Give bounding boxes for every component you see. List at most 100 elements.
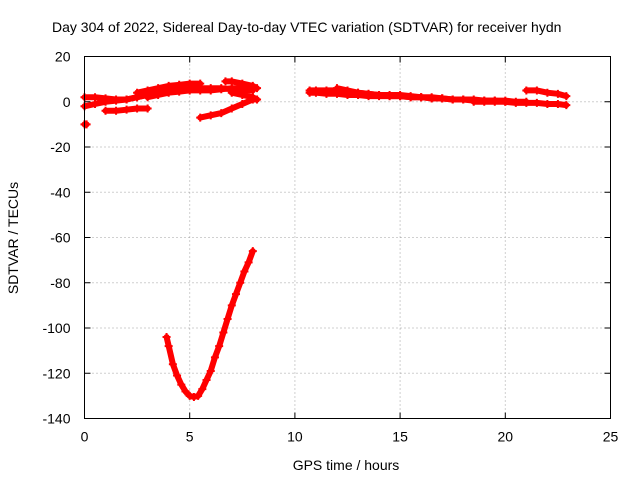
data-point [91, 100, 100, 109]
y-tick-label: -20 [50, 139, 70, 155]
data-point [343, 86, 352, 95]
data-point [196, 86, 205, 95]
data-point [219, 328, 228, 337]
y-tick-label: 0 [63, 94, 71, 110]
data-point [231, 290, 240, 299]
data-point [154, 90, 163, 99]
data-point [469, 97, 478, 106]
data-point [385, 92, 394, 101]
series-track-10 [162, 247, 257, 402]
y-tick-label: -120 [42, 365, 70, 381]
data-point [181, 387, 190, 396]
x-tick-label: 0 [81, 429, 89, 445]
data-point [206, 86, 215, 95]
series-track-13 [332, 84, 447, 103]
y-tick-label: -80 [50, 275, 70, 291]
data-point [196, 113, 205, 122]
data-point [406, 93, 415, 102]
axis-ticks [84, 56, 611, 419]
data-point [238, 90, 247, 99]
data-point [217, 109, 226, 118]
data-point [322, 86, 331, 95]
data-point [82, 120, 91, 129]
series-track-14 [469, 97, 571, 110]
data-point [168, 360, 177, 369]
y-tick-label: 20 [55, 49, 71, 65]
data-point [122, 105, 131, 114]
x-axis-title: GPS time / hours [293, 457, 400, 473]
series-track-line [470, 98, 570, 109]
data-point [543, 88, 552, 97]
data-point [162, 333, 171, 342]
data-point [91, 93, 100, 102]
data-point [217, 85, 226, 94]
series-track-15 [522, 86, 571, 101]
data-point [133, 104, 142, 113]
grid-lines [84, 56, 611, 419]
data-point [562, 101, 571, 110]
series-track-9 [80, 120, 91, 129]
data-point [112, 96, 121, 105]
y-axis-title: SDTVAR / TECUs [5, 182, 21, 294]
y-tick-label: -140 [42, 411, 70, 427]
data-point [143, 93, 152, 102]
data-point [227, 88, 236, 97]
data-point [236, 278, 245, 287]
data-point [227, 301, 236, 310]
data-point [185, 86, 194, 95]
data-point [253, 84, 262, 93]
data-point [248, 247, 257, 256]
data-point [459, 95, 468, 104]
data-point [427, 94, 436, 103]
data-point [206, 111, 215, 120]
data-point [501, 97, 510, 106]
data-point [364, 89, 373, 98]
series-track-6 [221, 77, 262, 93]
data-point [206, 366, 215, 375]
data-point [227, 77, 236, 86]
data-point [511, 98, 520, 107]
data-point [375, 90, 384, 99]
data-point [248, 81, 257, 90]
data-point [244, 258, 253, 267]
data-point [185, 79, 194, 88]
data-point [227, 104, 236, 113]
data-point [311, 86, 320, 95]
data-point [185, 391, 194, 400]
data-point [175, 87, 184, 96]
data-point [238, 79, 247, 88]
data-point [143, 104, 152, 113]
data-point [238, 100, 247, 109]
x-tick-label: 25 [603, 429, 619, 445]
data-point [189, 393, 198, 402]
data-series [80, 77, 571, 402]
data-point [164, 342, 173, 351]
data-point [480, 97, 489, 106]
data-point [543, 100, 552, 109]
data-point [198, 385, 207, 394]
data-point [553, 100, 562, 109]
x-tick-label: 10 [287, 429, 303, 445]
data-point [448, 95, 457, 104]
data-point [154, 84, 163, 93]
data-point [210, 353, 219, 362]
data-point [101, 106, 110, 115]
data-point [532, 98, 541, 107]
data-point [553, 89, 562, 98]
x-axis-tick-labels: 0 5 10 15 20 25 [81, 429, 619, 445]
data-point [164, 81, 173, 90]
data-point [101, 97, 110, 106]
data-point [522, 98, 531, 107]
data-point [354, 88, 363, 97]
data-point [253, 95, 262, 104]
x-tick-label: 5 [186, 429, 194, 445]
data-point [143, 86, 152, 95]
y-tick-label: -100 [42, 320, 70, 336]
plot-frame [84, 56, 611, 419]
data-point [177, 380, 186, 389]
y-tick-label: -40 [50, 184, 70, 200]
data-point [396, 92, 405, 101]
data-point [532, 86, 541, 95]
data-point [490, 97, 499, 106]
